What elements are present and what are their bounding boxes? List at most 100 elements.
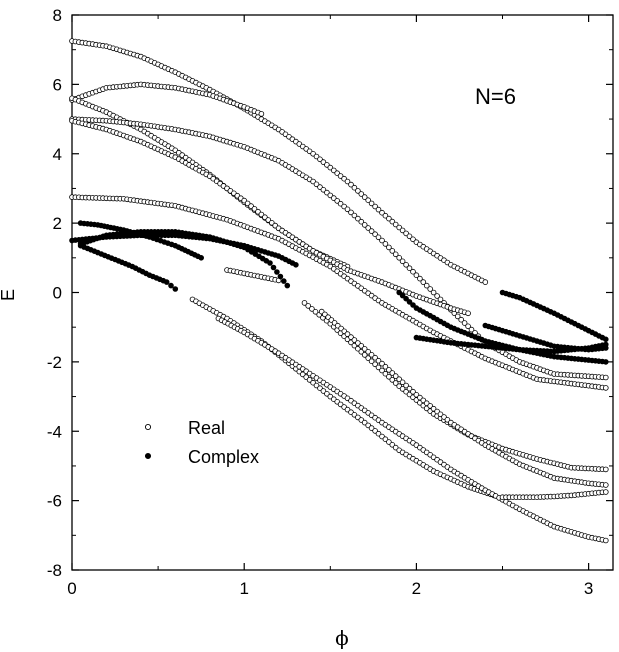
real-point (361, 346, 368, 352)
real-point (351, 212, 358, 219)
real-point (327, 164, 334, 171)
real-point (413, 272, 420, 279)
x-axis-label: ϕ (335, 626, 349, 650)
real-point (355, 188, 361, 194)
real-point (602, 489, 609, 495)
real-point (386, 215, 392, 222)
real-point (320, 159, 327, 165)
real-point (458, 316, 465, 323)
real-point (444, 416, 451, 423)
real-point (461, 320, 468, 326)
real-point (410, 388, 416, 395)
real-point (372, 354, 378, 361)
complex-point (280, 278, 287, 284)
real-point (372, 203, 378, 210)
real-point (602, 385, 609, 391)
real-point (351, 184, 358, 191)
real-point (368, 425, 375, 431)
complex-point (403, 295, 409, 302)
real-point (365, 225, 372, 231)
real-point (392, 251, 399, 258)
real-point (361, 222, 368, 228)
real-point (386, 373, 392, 380)
real-point (348, 181, 354, 188)
real-point (482, 279, 489, 285)
n-annotation: N=6 (475, 84, 516, 109)
real-point (251, 206, 258, 212)
real-point (386, 244, 392, 251)
real-point (434, 293, 440, 299)
y-tick-label: 0 (53, 284, 62, 303)
real-point (430, 405, 437, 412)
real-point (396, 254, 403, 261)
real-point (375, 364, 382, 371)
real-point (389, 370, 396, 376)
y-tick-label: 2 (53, 214, 62, 233)
real-point (344, 331, 351, 337)
y-tick-label: -8 (47, 561, 62, 580)
complex-point (267, 260, 273, 266)
real-point (399, 227, 406, 234)
real-point (465, 323, 471, 330)
real-point (392, 373, 399, 379)
real-point (305, 303, 312, 309)
real-point (602, 537, 609, 544)
real-point (258, 111, 265, 117)
plot-frame (71, 14, 614, 571)
real-point (454, 313, 461, 320)
real-point (406, 385, 413, 392)
real-point (368, 228, 375, 234)
real-point (420, 279, 427, 285)
y-tick-label: 6 (53, 75, 62, 94)
real-point (375, 430, 382, 437)
real-point (382, 212, 389, 219)
complex-point (172, 286, 179, 292)
complex-point (406, 299, 413, 305)
x-tick-label: 3 (584, 579, 593, 598)
real-point (312, 308, 319, 315)
real-point (399, 386, 406, 392)
real-point (337, 200, 344, 207)
real-point (379, 237, 385, 244)
complex-point (602, 359, 609, 365)
y-tick-label: 4 (53, 145, 62, 164)
real-point (423, 282, 430, 289)
real-point (468, 326, 475, 333)
complex-point (270, 264, 277, 271)
legend-complex-label: Complex (188, 447, 259, 467)
real-point (368, 200, 375, 207)
y-tick-label: 8 (53, 6, 62, 25)
real-point (406, 391, 413, 398)
real-point (399, 379, 406, 386)
real-point (382, 370, 389, 377)
y-axis-label: E (0, 289, 18, 301)
real-point (375, 206, 382, 213)
real-point (372, 231, 378, 238)
real-point (382, 363, 389, 370)
complex-point (410, 302, 416, 308)
complex-point (602, 336, 609, 343)
x-tick-label: 0 (67, 579, 76, 598)
y-tick-label: -2 (47, 353, 62, 372)
real-point (313, 181, 320, 188)
real-point (358, 191, 365, 197)
real-point (379, 360, 385, 367)
x-tick-label: 1 (239, 579, 248, 598)
real-point (406, 265, 413, 272)
real-point (413, 391, 420, 398)
real-point (348, 209, 354, 216)
y-tick-label: -6 (47, 492, 62, 511)
real-point (403, 382, 409, 389)
real-point (320, 388, 327, 394)
real-point (602, 374, 609, 381)
data-marks (69, 38, 609, 544)
legend: Real Complex (144, 418, 259, 467)
real-point (355, 215, 361, 222)
real-point (392, 380, 399, 386)
real-point (389, 248, 396, 254)
complex-point (602, 341, 609, 348)
real-point (399, 258, 406, 265)
real-point (465, 310, 471, 317)
real-point (410, 268, 416, 275)
